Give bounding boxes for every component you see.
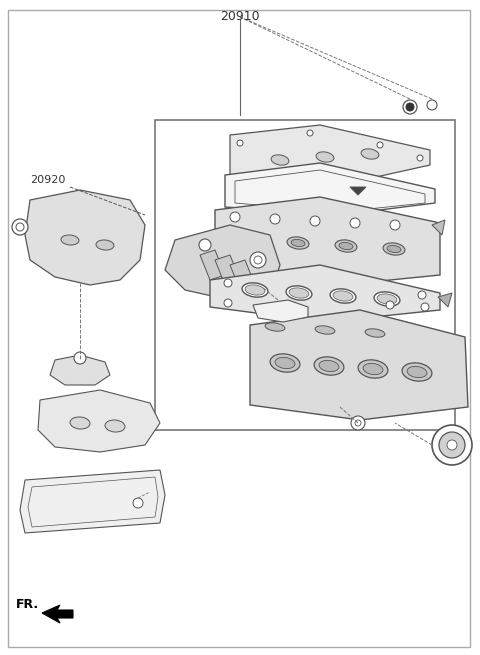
Circle shape bbox=[403, 100, 417, 114]
Circle shape bbox=[351, 416, 365, 430]
Polygon shape bbox=[25, 190, 145, 285]
Circle shape bbox=[133, 498, 143, 508]
Polygon shape bbox=[432, 220, 445, 235]
Ellipse shape bbox=[243, 236, 257, 244]
Circle shape bbox=[16, 223, 24, 231]
Circle shape bbox=[12, 219, 28, 235]
Ellipse shape bbox=[339, 242, 353, 250]
Ellipse shape bbox=[407, 366, 427, 378]
Ellipse shape bbox=[289, 288, 309, 298]
Ellipse shape bbox=[330, 289, 356, 303]
Circle shape bbox=[310, 216, 320, 226]
Ellipse shape bbox=[275, 358, 295, 369]
Polygon shape bbox=[250, 310, 468, 420]
Ellipse shape bbox=[361, 149, 379, 159]
Ellipse shape bbox=[291, 239, 305, 246]
Polygon shape bbox=[38, 390, 160, 452]
Ellipse shape bbox=[365, 329, 385, 337]
Circle shape bbox=[350, 218, 360, 228]
Ellipse shape bbox=[286, 286, 312, 300]
Ellipse shape bbox=[265, 323, 285, 331]
Ellipse shape bbox=[319, 360, 339, 371]
Circle shape bbox=[307, 130, 313, 136]
Circle shape bbox=[390, 220, 400, 230]
Text: FR.: FR. bbox=[16, 598, 39, 611]
Ellipse shape bbox=[314, 357, 344, 375]
Circle shape bbox=[254, 256, 262, 264]
Circle shape bbox=[224, 299, 232, 307]
Circle shape bbox=[417, 155, 423, 161]
Circle shape bbox=[439, 432, 465, 458]
Polygon shape bbox=[20, 470, 165, 533]
Circle shape bbox=[418, 291, 426, 299]
Ellipse shape bbox=[387, 246, 401, 253]
Ellipse shape bbox=[239, 234, 261, 246]
Polygon shape bbox=[210, 265, 440, 322]
Polygon shape bbox=[253, 300, 308, 322]
Polygon shape bbox=[215, 255, 240, 285]
Ellipse shape bbox=[287, 237, 309, 249]
Polygon shape bbox=[165, 225, 280, 300]
Circle shape bbox=[74, 352, 86, 364]
Circle shape bbox=[432, 425, 472, 465]
Circle shape bbox=[237, 140, 243, 146]
Circle shape bbox=[199, 239, 211, 251]
Circle shape bbox=[377, 142, 383, 148]
Polygon shape bbox=[230, 260, 255, 290]
Ellipse shape bbox=[270, 354, 300, 372]
Polygon shape bbox=[42, 605, 73, 623]
Polygon shape bbox=[438, 293, 452, 307]
Text: 20920: 20920 bbox=[30, 175, 65, 185]
Ellipse shape bbox=[271, 155, 289, 165]
Ellipse shape bbox=[377, 294, 397, 304]
Circle shape bbox=[447, 440, 457, 450]
Text: 20910: 20910 bbox=[220, 10, 260, 23]
Ellipse shape bbox=[383, 243, 405, 255]
Circle shape bbox=[224, 279, 232, 287]
Bar bbox=[155, 120, 455, 430]
Ellipse shape bbox=[242, 283, 268, 297]
Circle shape bbox=[386, 301, 394, 309]
Polygon shape bbox=[215, 197, 440, 287]
Circle shape bbox=[406, 103, 414, 111]
Polygon shape bbox=[200, 250, 225, 280]
Circle shape bbox=[427, 100, 437, 110]
Ellipse shape bbox=[61, 235, 79, 245]
Ellipse shape bbox=[245, 285, 265, 295]
Ellipse shape bbox=[105, 420, 125, 432]
Ellipse shape bbox=[358, 360, 388, 378]
Ellipse shape bbox=[374, 292, 400, 306]
Ellipse shape bbox=[402, 363, 432, 381]
Circle shape bbox=[270, 214, 280, 224]
Ellipse shape bbox=[333, 291, 353, 301]
Polygon shape bbox=[230, 125, 430, 185]
Circle shape bbox=[421, 303, 429, 311]
Circle shape bbox=[250, 252, 266, 268]
Ellipse shape bbox=[315, 326, 335, 334]
Ellipse shape bbox=[335, 240, 357, 252]
Ellipse shape bbox=[96, 240, 114, 250]
Polygon shape bbox=[225, 163, 435, 215]
Circle shape bbox=[230, 212, 240, 222]
Ellipse shape bbox=[363, 364, 383, 375]
Polygon shape bbox=[350, 187, 366, 195]
Ellipse shape bbox=[70, 417, 90, 429]
Polygon shape bbox=[50, 355, 110, 385]
Ellipse shape bbox=[316, 152, 334, 162]
Circle shape bbox=[355, 420, 361, 426]
